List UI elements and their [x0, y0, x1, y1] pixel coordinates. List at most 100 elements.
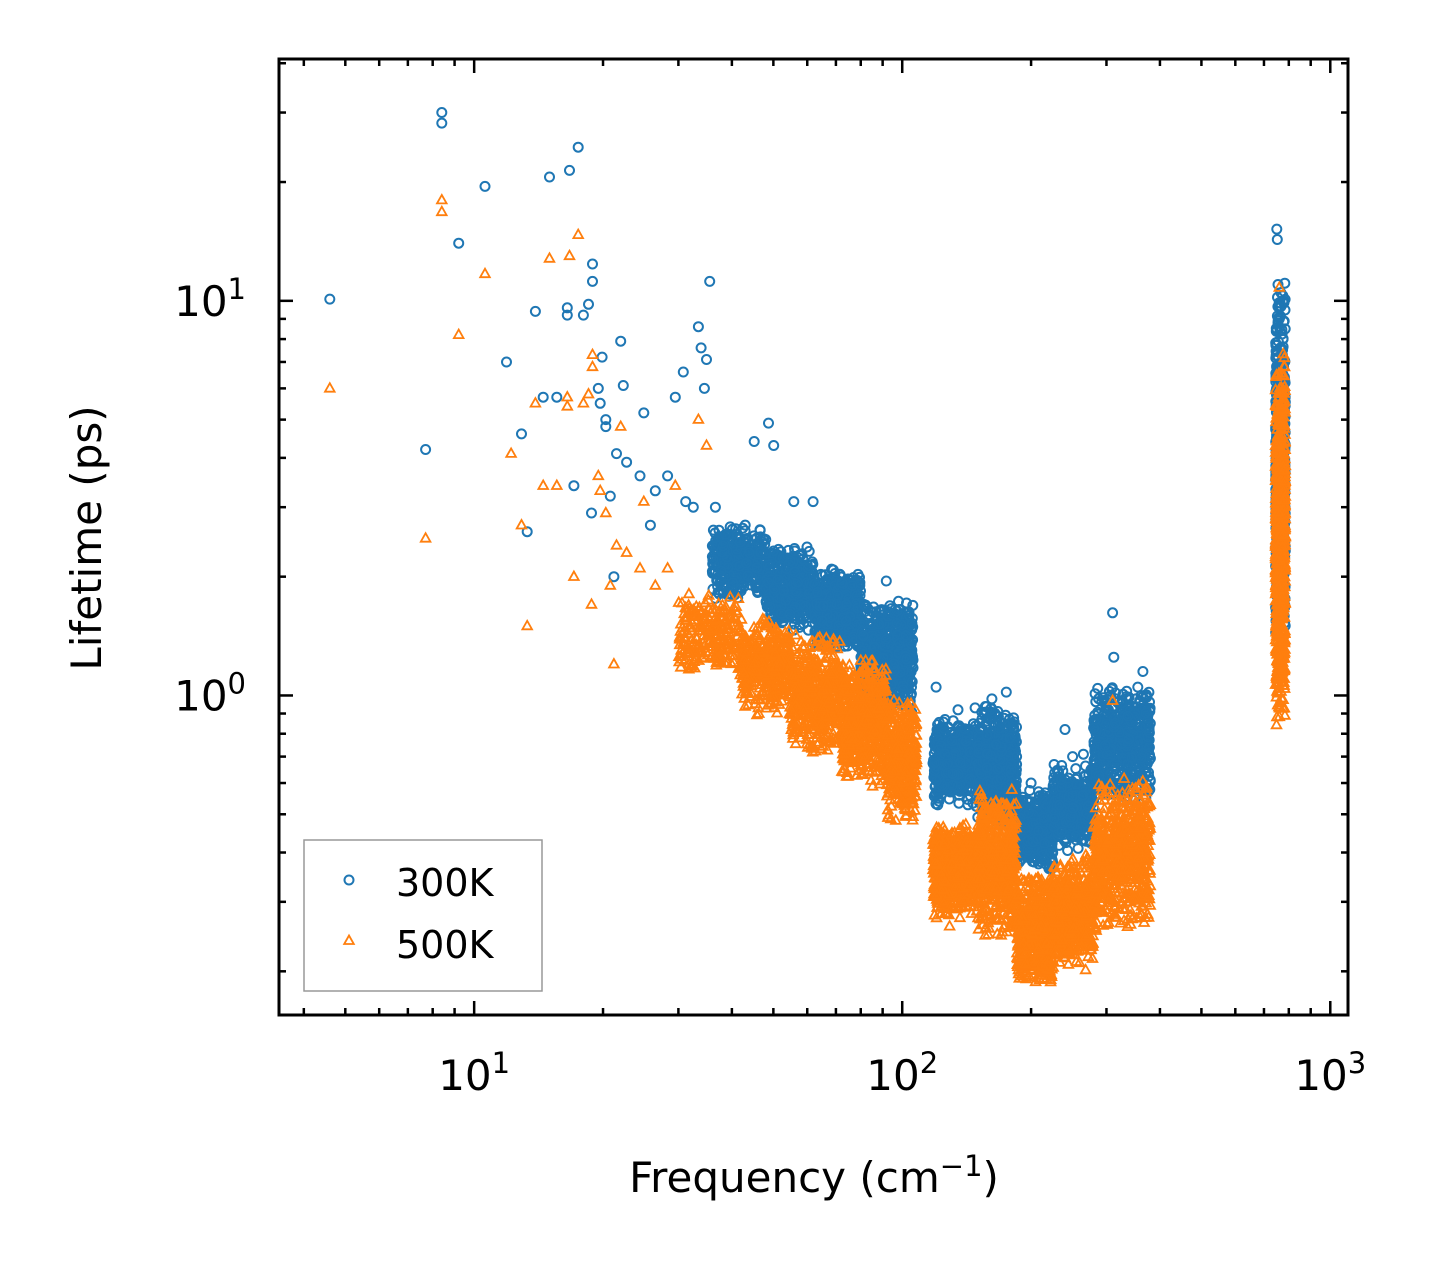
point-300k [808, 570, 820, 582]
point-300k [880, 633, 892, 645]
point-300k [723, 588, 735, 600]
point-300k [748, 534, 760, 546]
point-300k [810, 614, 822, 625]
point-300k [734, 560, 746, 572]
point-300k [857, 630, 869, 642]
point-300k [858, 598, 870, 610]
point-300k [772, 574, 784, 585]
point-300k [817, 600, 829, 612]
point-300k [903, 606, 915, 618]
point-300k [888, 607, 900, 619]
point-300k [928, 757, 940, 769]
point-300k [735, 583, 747, 595]
point-300k [802, 562, 814, 574]
point-300k [768, 545, 780, 557]
point-300k [901, 653, 912, 665]
point-300k [865, 618, 877, 629]
point-300k [954, 757, 966, 769]
point-300k [812, 586, 823, 598]
point-300k [879, 640, 891, 652]
point-300k [717, 571, 729, 583]
point-300k [789, 601, 801, 613]
point-300k [939, 748, 951, 760]
point-300k [720, 528, 731, 540]
point-300k [763, 595, 775, 607]
point-300k [826, 618, 838, 630]
point-300k [782, 544, 794, 556]
point-300k [944, 786, 956, 798]
point-300k [715, 565, 727, 577]
point-300k [836, 577, 848, 589]
point-300k [947, 779, 958, 791]
point-300k [906, 676, 918, 688]
point-300k [755, 546, 766, 558]
point-300k [789, 545, 801, 557]
point-300k [888, 658, 900, 670]
point-300k [752, 557, 763, 569]
point-300k [852, 568, 864, 580]
point-300k [784, 608, 796, 620]
point-300k [797, 553, 809, 565]
point-300k [743, 547, 755, 559]
point-300k [882, 610, 894, 622]
point-300k [751, 562, 763, 574]
point-300k [791, 614, 803, 626]
point-300k [893, 648, 905, 659]
point-300k [856, 625, 868, 637]
point-300k [777, 552, 789, 564]
point-300k [897, 680, 909, 692]
point-300k [952, 729, 964, 741]
point-300k [960, 759, 972, 771]
point-300k [707, 554, 719, 566]
point-300k [959, 723, 971, 735]
point-300k [832, 590, 844, 601]
point-300k [768, 587, 780, 599]
point-300k [952, 768, 964, 780]
point-300k [789, 566, 801, 578]
point-300k [790, 578, 802, 590]
point-300k [852, 579, 864, 591]
point-300k [717, 540, 729, 552]
point-300k [873, 605, 885, 617]
data-points [323, 107, 1292, 987]
point-300k [897, 684, 909, 696]
point-300k [906, 659, 918, 671]
point-300k [943, 793, 955, 805]
point-300k [906, 617, 918, 629]
point-300k [816, 615, 828, 627]
point-300k [762, 577, 774, 589]
point-300k [826, 563, 838, 575]
point-300k [796, 564, 808, 575]
point-300k [731, 528, 743, 540]
point-300k [724, 521, 736, 533]
point-300k [905, 638, 917, 650]
point-300k [762, 559, 774, 571]
point-300k [947, 768, 958, 780]
point-300k [778, 585, 790, 597]
point-300k [803, 545, 815, 557]
point-300k [877, 652, 889, 664]
point-300k [742, 570, 754, 582]
point-300k [707, 524, 719, 536]
point-300k [764, 601, 776, 613]
point-300k [761, 547, 772, 559]
point-300k [932, 734, 944, 746]
point-300k [933, 716, 945, 728]
point-300k [900, 612, 912, 624]
point-300k [740, 557, 752, 569]
point-300k [931, 775, 943, 787]
point-300k [952, 781, 963, 793]
point-300k [942, 767, 954, 779]
point-300k [960, 735, 972, 747]
point-300k [802, 624, 814, 636]
point-300k [873, 625, 885, 637]
point-300k [754, 531, 766, 543]
point-300k [727, 577, 739, 589]
point-300k [893, 637, 905, 649]
point-300k [860, 601, 872, 613]
point-300k [780, 595, 792, 606]
point-300k [739, 519, 751, 531]
point-300k [717, 585, 729, 597]
point-300k [708, 558, 720, 570]
